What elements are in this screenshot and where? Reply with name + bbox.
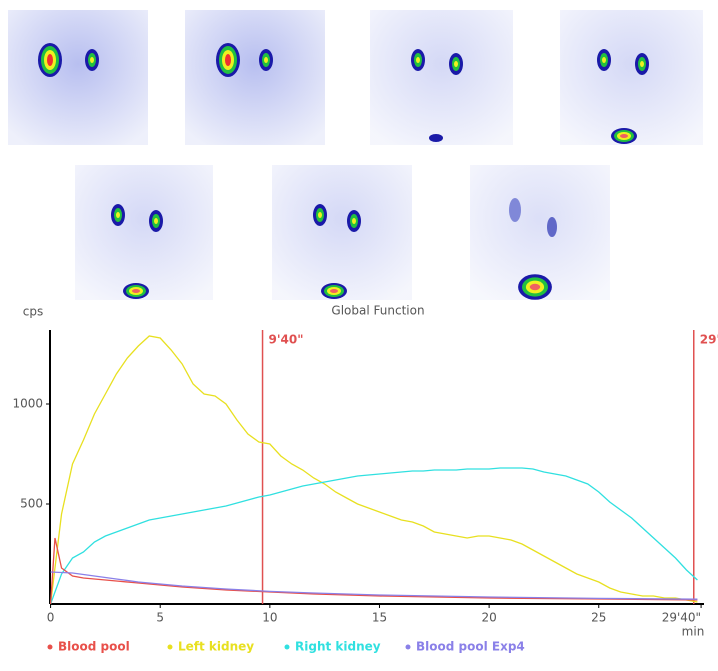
chart: Global Function cps min 500 1000 0 5 10 15 20 2… [12, 304, 718, 654]
y-axis-label: cps [23, 305, 43, 319]
legend-swatch [284, 644, 290, 650]
y-tick-label: 500 [20, 497, 43, 511]
x-tick-label: 10 [262, 611, 277, 625]
legend-swatch [167, 644, 173, 650]
series-line [49, 537, 698, 605]
x-tick-label: 20 [481, 611, 496, 625]
series-line [50, 571, 698, 600]
marker-label: 29'20" [700, 333, 718, 347]
x-tick-label: 0 [47, 611, 55, 625]
x-tick-label: 29'40" [662, 611, 701, 625]
legend-swatch [405, 644, 411, 650]
legend-swatch [47, 644, 53, 650]
x-tick-label: 25 [591, 611, 606, 625]
x-tick-label: 5 [156, 611, 164, 625]
y-tick-label: 1000 [12, 397, 43, 411]
marker-label: 9'40" [269, 333, 304, 347]
legend-label: Left kidney [178, 640, 254, 654]
x-tick-label: 15 [372, 611, 387, 625]
series-line [49, 335, 698, 605]
x-axis-label: min [682, 625, 705, 639]
scan-frames [8, 10, 703, 300]
legend-label: Right kidney [295, 640, 381, 654]
chart-title: Global Function [331, 304, 424, 318]
legend-label: Blood pool Exp4 [416, 640, 525, 654]
legend-label: Blood pool [58, 640, 130, 654]
series-line [49, 467, 698, 605]
